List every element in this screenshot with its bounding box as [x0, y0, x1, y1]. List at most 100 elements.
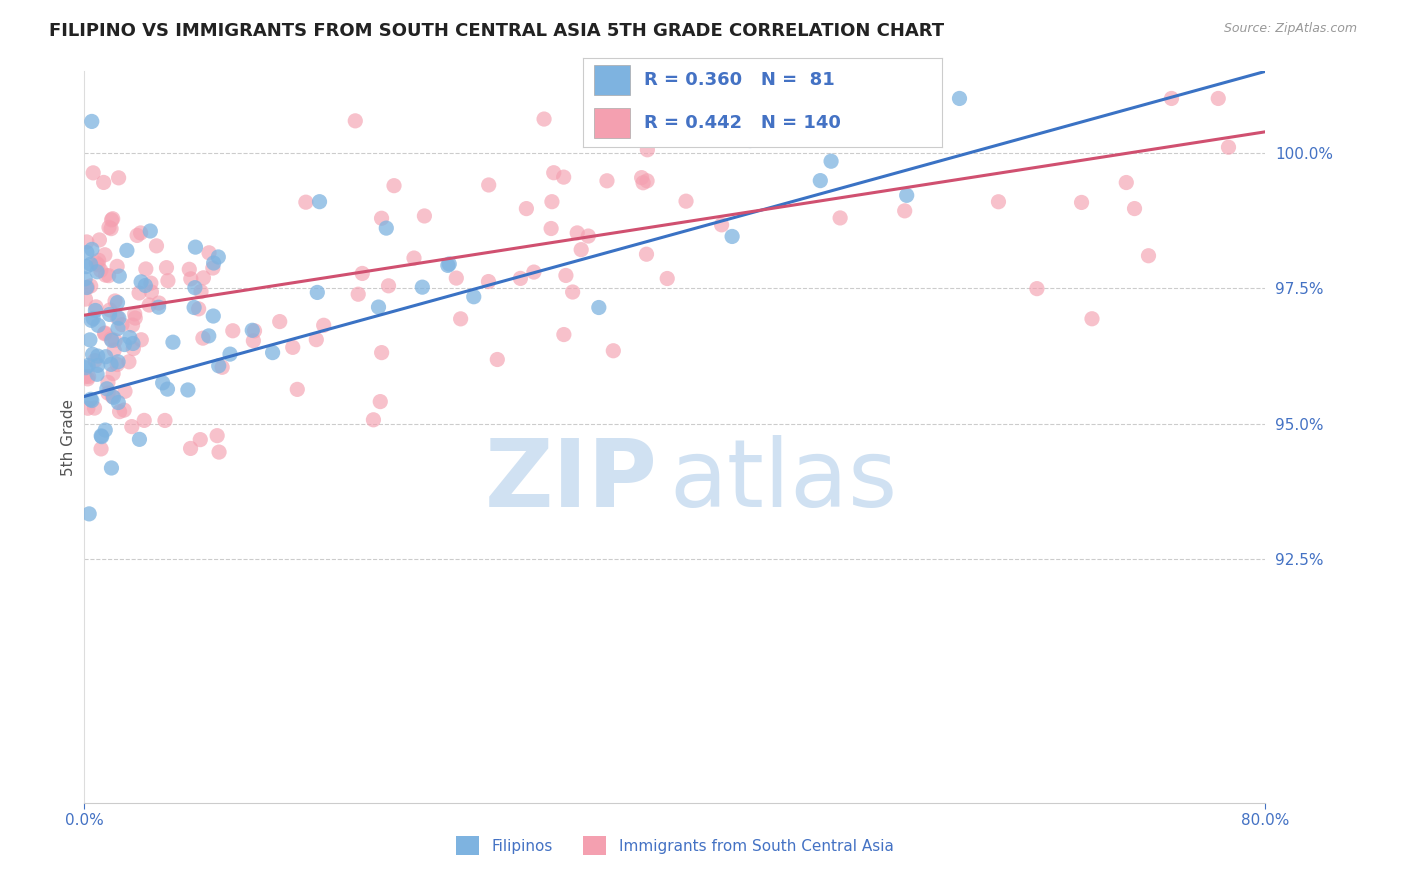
Point [107, 170, 129, 185]
Point [1081, 311, 1104, 326]
Point [1160, 91, 1182, 105]
Point [554, 268, 576, 283]
Point [97, 386, 120, 401]
Point [76, 372, 98, 386]
Point [128, 433, 150, 447]
Point [124, 307, 146, 321]
Point [82, 347, 104, 361]
Point [87, 318, 110, 333]
Point [240, 323, 263, 337]
Point [675, 194, 697, 209]
Point [773, 91, 796, 105]
Point [893, 203, 915, 218]
Point [100, 212, 122, 227]
Point [630, 170, 652, 185]
Point [193, 270, 215, 285]
Point [98, 220, 121, 235]
Point [75, 292, 97, 306]
Point [808, 173, 831, 187]
Point [183, 301, 205, 315]
Point [636, 174, 658, 188]
Point [83, 401, 105, 415]
Point [76, 280, 98, 294]
Point [543, 166, 565, 180]
Point [948, 91, 970, 105]
Point [75, 369, 97, 384]
Point [553, 327, 575, 342]
Point [84, 303, 107, 318]
Point [94, 326, 117, 340]
Point [89, 233, 111, 247]
Point [103, 390, 125, 404]
Point [87, 258, 110, 272]
Point [80, 313, 103, 327]
Point [118, 330, 141, 344]
Point [82, 166, 104, 180]
Point [121, 318, 143, 332]
Point [202, 309, 225, 323]
Point [96, 382, 118, 396]
Point [1070, 195, 1092, 210]
Point [1218, 140, 1240, 154]
Point [1115, 176, 1137, 190]
Point [201, 260, 224, 275]
Point [567, 226, 589, 240]
Point [90, 429, 112, 443]
Point [122, 342, 145, 356]
Point [411, 280, 433, 294]
Point [211, 360, 233, 375]
Point [134, 278, 156, 293]
Point [98, 307, 121, 321]
Point [97, 268, 120, 283]
Point [848, 128, 870, 143]
Point [80, 243, 103, 257]
Point [533, 112, 555, 126]
Point [307, 285, 329, 300]
Point [94, 248, 117, 262]
Point [76, 235, 98, 249]
Point [439, 257, 461, 271]
Point [75, 260, 97, 274]
Point [486, 352, 509, 367]
Point [208, 359, 231, 373]
Point [180, 272, 202, 286]
Point [515, 202, 537, 216]
Point [100, 461, 122, 475]
Point [402, 251, 425, 265]
Point [79, 392, 101, 407]
Point [79, 257, 101, 271]
Point [184, 240, 207, 254]
Point [636, 143, 658, 157]
Point [94, 350, 117, 364]
Point [90, 429, 112, 443]
Point [207, 250, 229, 264]
Point [569, 243, 592, 257]
Point [987, 194, 1010, 209]
Point [1123, 202, 1146, 216]
Point [107, 321, 129, 335]
Point [129, 226, 152, 240]
Point [631, 176, 654, 190]
Point [305, 333, 328, 347]
Point [101, 334, 124, 348]
Point [90, 442, 112, 456]
Point [540, 221, 562, 235]
Point [138, 298, 160, 312]
Point [105, 260, 128, 274]
Point [94, 268, 117, 282]
Point [100, 332, 122, 346]
Point [122, 336, 145, 351]
Text: R = 0.442   N = 140: R = 0.442 N = 140 [644, 114, 841, 132]
FancyBboxPatch shape [595, 108, 630, 138]
Point [187, 301, 209, 316]
FancyBboxPatch shape [595, 65, 630, 95]
Point [896, 188, 918, 202]
Point [281, 340, 304, 354]
Point [541, 194, 564, 209]
Text: ZIP: ZIP [484, 435, 657, 527]
Point [446, 271, 468, 285]
Point [830, 211, 852, 225]
Point [657, 271, 679, 285]
Point [77, 507, 100, 521]
Point [129, 275, 152, 289]
